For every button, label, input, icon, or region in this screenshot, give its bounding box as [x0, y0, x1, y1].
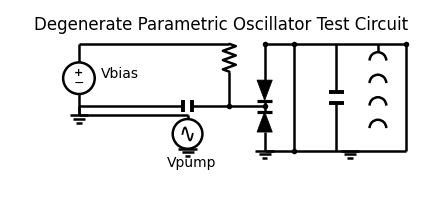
Text: Vbias: Vbias	[101, 67, 139, 81]
Text: Vpump: Vpump	[167, 156, 216, 170]
Text: −: −	[74, 77, 84, 90]
Text: Degenerate Parametric Oscillator Test Circuit: Degenerate Parametric Oscillator Test Ci…	[34, 16, 408, 34]
Polygon shape	[257, 112, 272, 132]
Text: +: +	[74, 68, 84, 78]
Polygon shape	[257, 80, 272, 101]
